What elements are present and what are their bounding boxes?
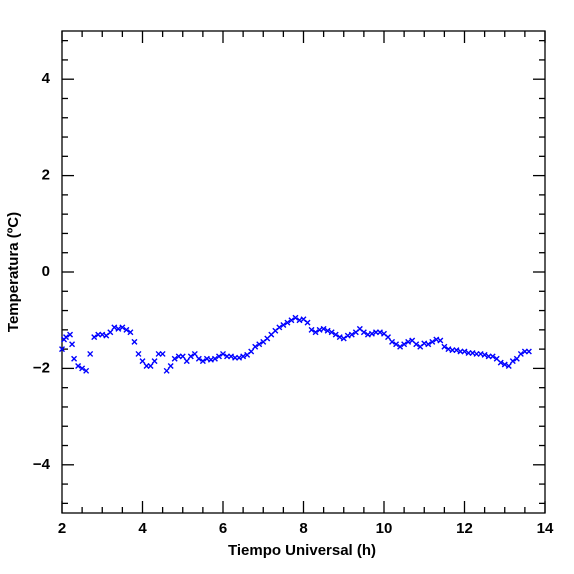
point xyxy=(509,358,516,365)
point xyxy=(441,343,448,350)
point xyxy=(320,325,327,332)
point xyxy=(179,353,186,360)
point xyxy=(127,329,134,336)
point xyxy=(312,329,319,336)
point xyxy=(288,317,295,324)
x-tick-label: 2 xyxy=(58,520,66,537)
x-tick-label: 12 xyxy=(456,520,473,537)
point xyxy=(336,334,343,341)
x-tick-label: 14 xyxy=(537,520,554,537)
point xyxy=(389,338,396,345)
point xyxy=(75,362,82,369)
point xyxy=(63,334,70,341)
point xyxy=(437,337,444,344)
point xyxy=(135,350,142,357)
point xyxy=(425,341,432,348)
point xyxy=(187,353,194,360)
point xyxy=(324,327,331,334)
point xyxy=(111,324,118,331)
point xyxy=(67,331,74,338)
point xyxy=(83,367,90,374)
point xyxy=(131,338,138,345)
point xyxy=(368,330,375,337)
point xyxy=(147,362,154,369)
point xyxy=(163,367,170,374)
point xyxy=(276,324,283,331)
point xyxy=(220,350,226,357)
point xyxy=(397,343,404,350)
point xyxy=(405,338,412,345)
y-tick-label: 4 xyxy=(42,70,51,87)
x-tick-label: 6 xyxy=(219,520,227,537)
point xyxy=(236,354,243,361)
point xyxy=(91,334,98,341)
x-tick-label: 4 xyxy=(138,520,147,537)
point xyxy=(215,353,222,360)
point xyxy=(199,358,206,365)
point xyxy=(252,343,259,350)
point xyxy=(71,355,78,362)
point xyxy=(171,355,178,362)
point xyxy=(497,359,504,366)
x-axis-label: Tiempo Universal (h) xyxy=(228,542,376,559)
point xyxy=(360,329,367,336)
point xyxy=(69,341,76,348)
point xyxy=(167,362,174,369)
point xyxy=(348,331,355,338)
point xyxy=(292,314,299,321)
point xyxy=(481,351,488,358)
point xyxy=(525,348,532,355)
point xyxy=(308,326,315,333)
point xyxy=(453,347,460,354)
y-tick-label: 2 xyxy=(42,167,50,184)
plot-frame xyxy=(61,30,546,514)
point xyxy=(328,329,335,336)
point xyxy=(139,358,146,365)
point xyxy=(151,358,158,365)
point xyxy=(489,353,496,360)
point xyxy=(115,325,122,332)
point xyxy=(228,353,235,360)
x-tick-label: 10 xyxy=(376,520,393,537)
point xyxy=(401,341,408,348)
y-tick-label: −4 xyxy=(33,456,51,473)
point xyxy=(385,334,392,341)
point xyxy=(123,326,130,333)
point xyxy=(159,350,166,357)
point xyxy=(119,324,126,331)
point xyxy=(393,341,400,348)
point xyxy=(413,341,420,348)
point xyxy=(513,355,520,362)
point xyxy=(256,341,263,348)
y-axis-label: Temperatura (ºC) xyxy=(5,212,22,332)
point xyxy=(59,346,65,353)
point xyxy=(195,355,202,362)
point xyxy=(87,350,94,357)
point xyxy=(517,350,524,357)
point xyxy=(191,350,198,357)
point xyxy=(107,329,114,336)
point xyxy=(284,319,291,326)
x-tick-label: 8 xyxy=(299,520,307,537)
point xyxy=(505,362,512,369)
point xyxy=(211,355,218,362)
point xyxy=(183,358,190,365)
point xyxy=(501,361,508,368)
point xyxy=(376,329,383,336)
point xyxy=(332,331,339,338)
point xyxy=(280,322,287,329)
y-tick-label: −2 xyxy=(33,359,50,376)
point xyxy=(304,319,311,326)
point xyxy=(248,348,255,355)
point xyxy=(79,365,86,372)
point xyxy=(240,353,247,360)
point xyxy=(461,348,468,355)
point xyxy=(340,335,347,342)
y-tick-label: 0 xyxy=(42,263,50,280)
point xyxy=(429,338,436,345)
